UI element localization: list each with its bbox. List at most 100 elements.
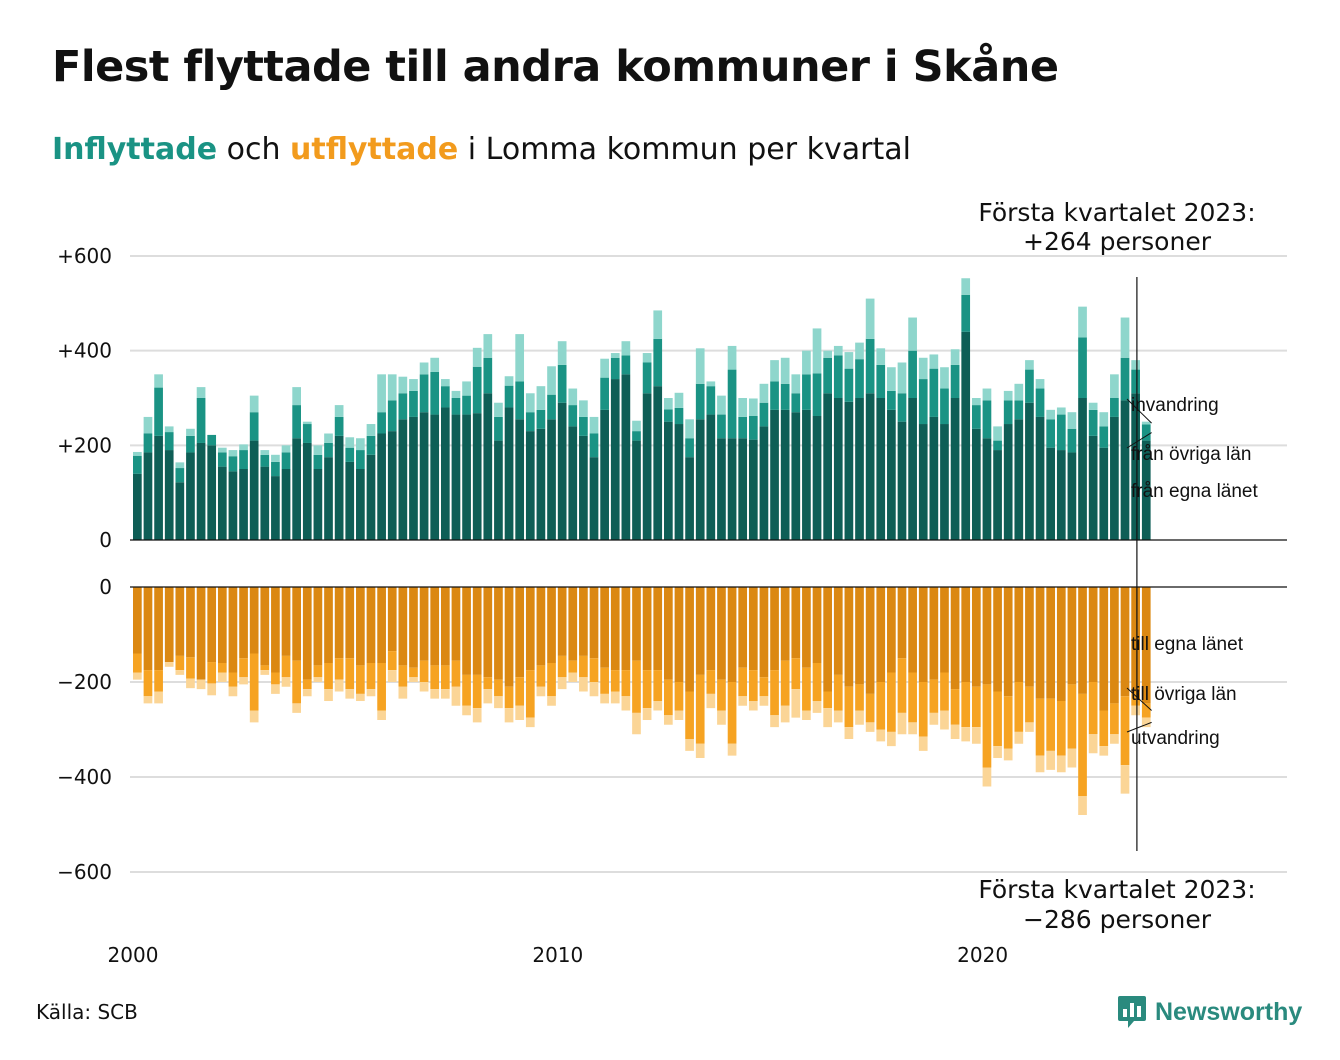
bars-inflyttade — [133, 278, 1151, 540]
bar-in-segment — [610, 379, 620, 540]
bar-out-segment — [1056, 587, 1066, 701]
bar-out-segment — [302, 689, 312, 697]
bar-in-segment — [579, 400, 588, 417]
bar-out-segment — [1088, 734, 1098, 754]
bar-out-segment — [239, 658, 248, 678]
bar-out-segment — [483, 689, 493, 704]
series-label-in: från egna länet — [1131, 481, 1258, 502]
bar-out-segment — [249, 587, 259, 654]
bar-in-segment — [419, 412, 429, 540]
bar-out-segment — [802, 587, 811, 668]
bar-in-segment — [887, 409, 896, 540]
bar-in-segment — [802, 350, 811, 375]
bar-out-segment — [823, 708, 832, 728]
bar-out-segment — [1078, 587, 1087, 694]
bar-out-segment — [271, 684, 280, 694]
bar-out-segment — [1120, 696, 1130, 766]
bar-out-segment — [600, 693, 609, 704]
bar-out-segment — [664, 587, 673, 680]
bar-in-segment — [780, 357, 790, 384]
bar-in-segment — [738, 416, 748, 439]
bar-out-segment — [356, 693, 365, 702]
bar-in-segment — [271, 461, 280, 477]
bar-out-segment — [207, 683, 217, 696]
bar-in-segment — [844, 352, 854, 369]
bar-out-segment — [515, 705, 525, 720]
bar-in-segment — [1131, 393, 1140, 540]
bar-out-segment — [419, 587, 429, 661]
bar-in-segment — [812, 415, 822, 540]
bar-in-segment — [770, 409, 779, 540]
bar-out-segment — [1099, 746, 1109, 756]
bar-in-segment — [929, 368, 939, 417]
bar-out-segment — [908, 587, 917, 673]
bar-in-segment — [366, 424, 376, 436]
bar-in-segment — [865, 393, 875, 540]
bar-out-segment — [876, 682, 886, 730]
bar-out-segment — [568, 672, 578, 682]
bar-in-segment — [1025, 369, 1034, 403]
bar-in-segment — [610, 353, 620, 358]
bar-in-segment — [302, 424, 312, 443]
bar-in-segment — [791, 393, 801, 413]
bar-out-segment — [239, 677, 248, 685]
brand-logo: Newsworthy — [1117, 994, 1302, 1030]
bar-in-segment — [664, 421, 673, 540]
bar-in-segment — [440, 386, 450, 408]
bar-in-segment — [345, 437, 355, 448]
bar-out-segment — [695, 587, 705, 675]
bar-in-segment — [918, 357, 928, 380]
bar-out-segment — [133, 672, 142, 680]
bar-in-segment — [324, 442, 333, 458]
bar-in-segment — [887, 390, 896, 410]
bar-out-segment — [568, 587, 578, 661]
bar-out-segment — [632, 712, 641, 735]
bar-in-segment — [324, 433, 333, 443]
bar-in-segment — [780, 409, 790, 540]
bar-out-segment — [440, 689, 450, 699]
bar-out-segment — [727, 587, 737, 682]
bar-out-segment — [738, 667, 748, 697]
bar-in-segment — [536, 409, 546, 429]
bar-out-segment — [547, 663, 556, 697]
bar-out-segment — [1056, 755, 1066, 773]
bar-in-segment — [770, 381, 779, 410]
bar-in-segment — [217, 447, 227, 453]
bar-in-segment — [855, 359, 864, 398]
bar-out-segment — [674, 587, 684, 682]
bar-in-segment — [302, 421, 312, 425]
bar-out-segment — [759, 587, 769, 678]
bar-in-segment — [1046, 409, 1056, 420]
bar-out-segment — [1067, 587, 1077, 685]
bar-out-segment — [472, 708, 482, 723]
bar-out-segment — [1056, 701, 1066, 756]
bar-out-segment — [345, 587, 355, 659]
bar-out-segment — [334, 658, 344, 680]
bar-in-segment — [632, 440, 641, 540]
bar-out-segment — [419, 682, 429, 692]
bar-out-segment — [249, 653, 259, 711]
brand-name: Newsworthy — [1155, 997, 1303, 1026]
bar-in-segment — [1099, 426, 1109, 448]
bar-out-segment — [525, 717, 535, 728]
bar-in-segment — [600, 377, 609, 410]
bar-out-segment — [249, 710, 259, 723]
bar-in-segment — [717, 438, 726, 540]
bar-out-segment — [695, 674, 705, 744]
bar-out-segment — [897, 658, 907, 713]
bar-in-segment — [207, 445, 217, 540]
bar-in-segment — [239, 450, 248, 469]
bar-out-segment — [950, 689, 960, 725]
bar-in-segment — [1120, 317, 1130, 358]
bar-out-segment — [324, 663, 333, 690]
bar-in-segment — [940, 388, 949, 425]
bar-in-segment — [568, 426, 578, 540]
bar-out-segment — [387, 651, 397, 671]
bar-out-segment — [547, 587, 556, 663]
bar-in-segment — [451, 398, 461, 415]
bar-out-segment — [430, 689, 440, 699]
bar-in-segment — [186, 452, 195, 540]
bar-in-segment — [610, 357, 620, 380]
bar-in-segment — [1120, 400, 1130, 540]
bar-out-segment — [855, 684, 864, 711]
